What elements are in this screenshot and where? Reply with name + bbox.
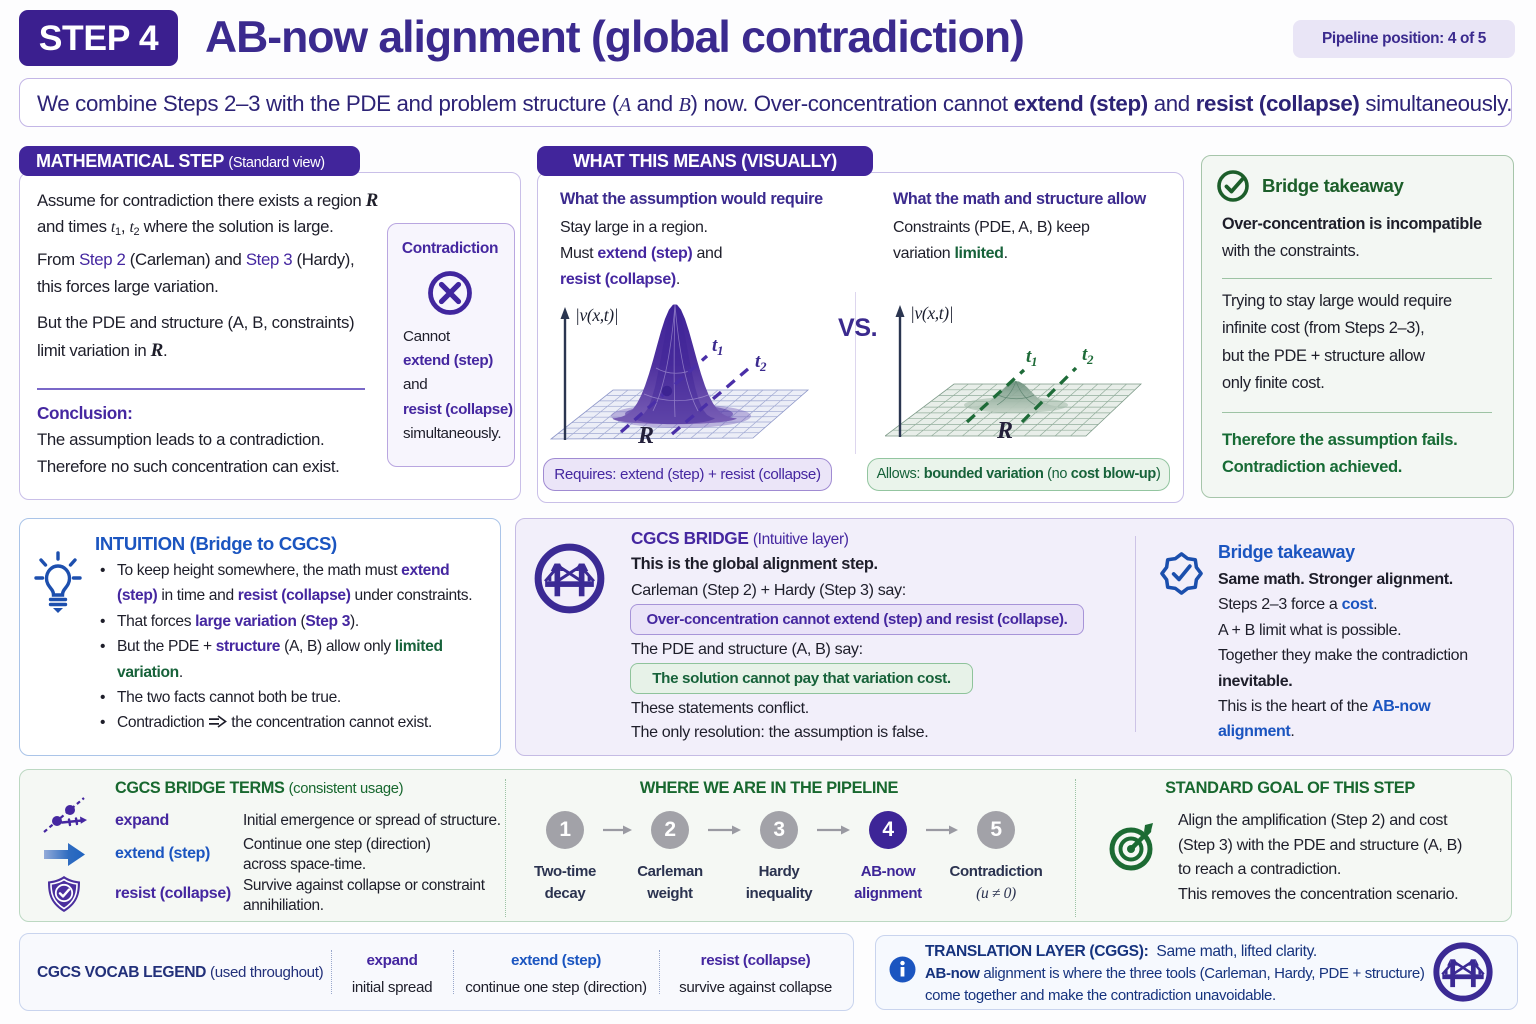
svg-text:|v(x,t)|: |v(x,t)|	[575, 305, 618, 325]
svg-text:|v(x,t)|: |v(x,t)|	[910, 303, 953, 323]
svg-text:t1: t1	[712, 335, 723, 358]
svg-text:t2: t2	[1082, 344, 1094, 367]
svg-text:R: R	[996, 418, 1013, 444]
svg-text:R: R	[637, 423, 654, 447]
svg-text:t2: t2	[755, 351, 767, 374]
svg-text:t1: t1	[1026, 346, 1037, 369]
